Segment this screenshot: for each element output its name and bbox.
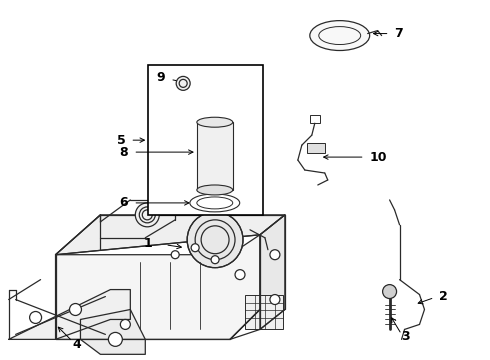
Polygon shape [55,215,285,255]
Circle shape [29,311,42,323]
Text: 8: 8 [120,145,128,159]
Circle shape [270,294,280,305]
Circle shape [235,270,245,280]
Text: 5: 5 [117,134,125,147]
Circle shape [187,212,243,268]
Circle shape [108,332,122,346]
Ellipse shape [190,194,240,212]
Circle shape [191,244,199,252]
Text: 2: 2 [440,290,448,303]
Ellipse shape [197,117,233,127]
Circle shape [121,319,130,329]
Circle shape [176,76,190,90]
Text: 7: 7 [394,27,403,40]
Text: 9: 9 [157,71,165,84]
Circle shape [270,250,280,260]
Ellipse shape [197,185,233,195]
Bar [197,122,233,190]
Text: 3: 3 [401,330,410,343]
Polygon shape [260,215,285,329]
Polygon shape [9,289,130,339]
Ellipse shape [310,21,369,50]
Bar [307,143,325,153]
Text: 4: 4 [72,338,81,351]
Circle shape [171,251,179,259]
Circle shape [383,285,396,298]
Text: 6: 6 [120,197,128,210]
Bar [310,115,320,123]
Polygon shape [55,235,260,339]
Bar [245,294,283,329]
Circle shape [70,303,81,315]
Circle shape [211,256,219,264]
Polygon shape [80,310,145,354]
Circle shape [135,203,159,227]
Text: 1: 1 [144,237,152,250]
Text: 10: 10 [369,150,387,163]
Bar [148,66,263,215]
